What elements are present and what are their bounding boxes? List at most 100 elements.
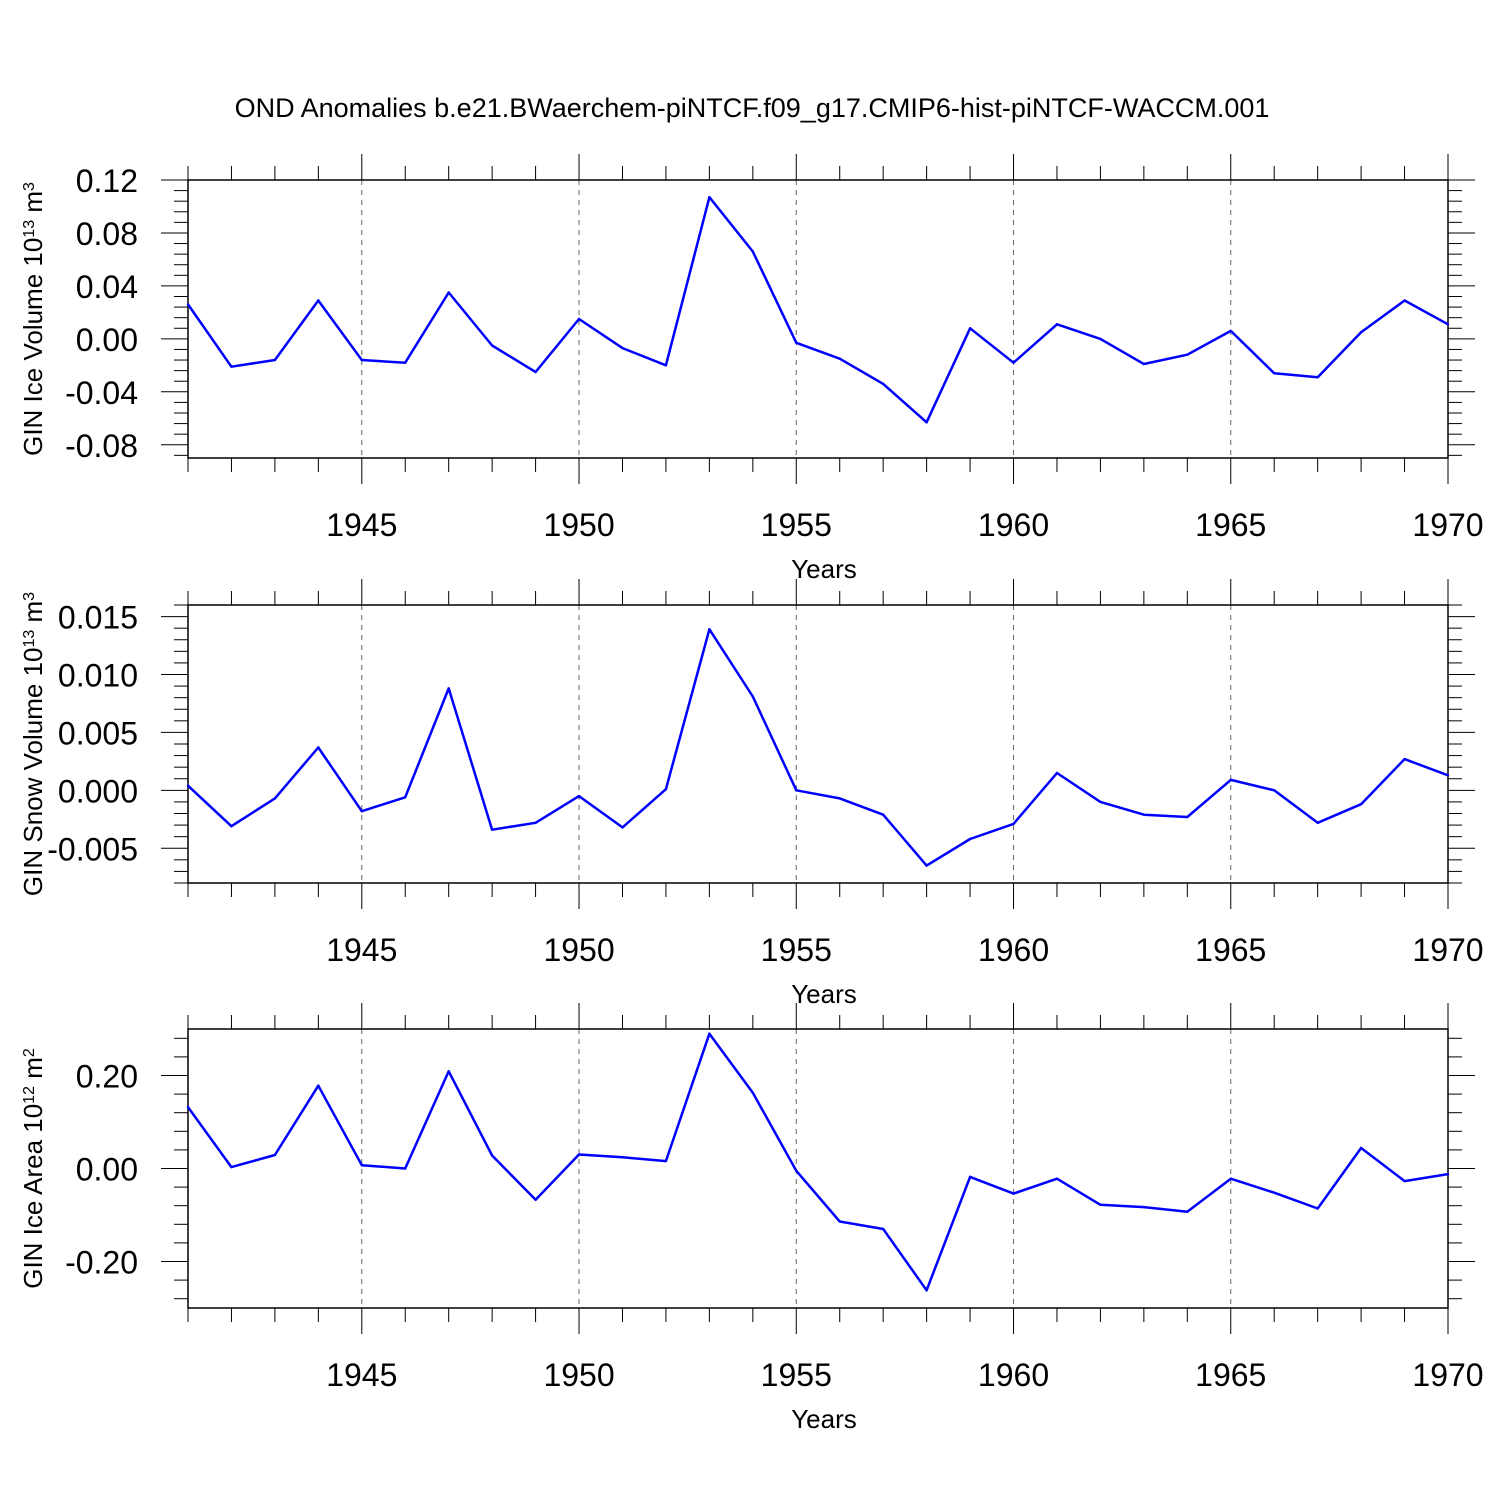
data-point <box>881 813 885 816</box>
data-point <box>273 797 277 800</box>
data-point <box>490 828 494 831</box>
panel-3: 0.20 0.00 -0.20 1945 1950 1955 1960 1965 1970 Yea… <box>18 1003 1484 1434</box>
data-point <box>664 787 668 791</box>
x-axis-label: Years <box>791 1404 857 1434</box>
data-point <box>360 1164 363 1167</box>
data-point <box>1055 323 1059 326</box>
data-point <box>1229 329 1232 333</box>
x-tick-label: 1960 <box>978 507 1049 543</box>
data-point <box>273 358 277 362</box>
data-point <box>1012 1192 1015 1195</box>
data-point <box>186 303 190 306</box>
data-point <box>1099 1203 1102 1206</box>
data-point <box>1012 361 1015 364</box>
data-point <box>708 1032 711 1035</box>
x-tick-label: 1950 <box>543 1357 614 1393</box>
y-tick-label: 0.04 <box>76 269 138 305</box>
data-point <box>490 1154 494 1157</box>
data-point <box>881 1227 885 1231</box>
data-point <box>1446 1172 1450 1176</box>
x-tick-label: 1965 <box>1195 507 1266 543</box>
x-tick-label: 1945 <box>326 932 397 968</box>
data-point <box>447 1070 450 1073</box>
data-point <box>1403 299 1406 302</box>
data-point <box>230 825 233 828</box>
data-point <box>621 346 624 350</box>
data-point <box>1359 331 1363 334</box>
data-point <box>1099 800 1102 804</box>
data-point <box>1186 353 1189 356</box>
x-tick-label: 1950 <box>543 507 614 543</box>
data-point <box>621 826 624 829</box>
data-point <box>1055 771 1059 775</box>
data-point <box>1229 1177 1232 1180</box>
data-point <box>795 1169 798 1173</box>
panels: 0.12 0.08 0.04 0.00 -0.04 -0.08 1945 1950 1955 19… <box>18 154 1484 1434</box>
data-point <box>1446 774 1450 777</box>
data-point <box>1446 323 1450 326</box>
data-point <box>534 821 537 824</box>
panel-2: 0.015 0.010 0.005 0.000 -0.005 1945 1950 1955 19… <box>18 579 1484 1009</box>
data-point <box>925 421 928 424</box>
y-tick-label: 0.005 <box>58 715 138 751</box>
data-point <box>317 299 320 302</box>
data-point <box>1359 803 1363 806</box>
data-point <box>881 382 885 386</box>
y-tick-label: 0.12 <box>76 163 138 199</box>
series-line <box>186 1032 1449 1292</box>
y-tick-label: 0.010 <box>58 658 138 694</box>
plot-frame <box>187 179 1449 459</box>
data-point <box>1403 1179 1406 1183</box>
data-point <box>404 361 407 364</box>
data-point <box>577 1153 581 1156</box>
x-tick-label: 1945 <box>326 1357 397 1393</box>
x-tick-label: 1970 <box>1412 507 1483 543</box>
data-point <box>1055 1177 1059 1180</box>
data-point <box>751 695 755 698</box>
data-point <box>186 1105 190 1109</box>
data-point <box>230 365 233 368</box>
data-point <box>534 1198 537 1201</box>
x-tick-label: 1970 <box>1412 932 1483 968</box>
data-point <box>186 784 190 787</box>
data-point <box>968 327 972 330</box>
x-axis-label: Years <box>791 554 857 584</box>
data-point <box>751 1091 755 1094</box>
data-point <box>838 357 841 360</box>
data-point <box>1012 822 1015 826</box>
series-line <box>187 628 1449 867</box>
data-point <box>1359 1146 1363 1150</box>
data-point <box>1273 789 1276 792</box>
data-point <box>795 341 798 345</box>
x-tick-label: 1960 <box>978 1357 1049 1393</box>
y-tick-label: -0.04 <box>65 375 138 411</box>
data-point <box>1316 376 1319 379</box>
y-tick-label: -0.08 <box>65 428 138 464</box>
x-tick-label: 1950 <box>543 932 614 968</box>
data-point <box>1316 821 1319 824</box>
data-point <box>968 837 972 841</box>
data-point <box>360 358 363 362</box>
data-point <box>230 1165 233 1169</box>
y-tick-label: 0.000 <box>58 773 138 809</box>
y-tick-label: 0.015 <box>58 600 138 636</box>
data-point <box>534 370 537 374</box>
series-line <box>186 195 1449 424</box>
x-tick-label: 1970 <box>1412 1357 1483 1393</box>
data-point <box>838 1220 841 1223</box>
data-point <box>404 1167 407 1170</box>
data-point <box>1142 1205 1146 1209</box>
data-point <box>795 789 798 792</box>
panel-1: 0.12 0.08 0.04 0.00 -0.04 -0.08 1945 1950 1955 19… <box>18 154 1484 584</box>
data-point <box>360 809 363 813</box>
data-point <box>1186 1210 1189 1213</box>
data-point <box>1142 813 1146 816</box>
data-point <box>404 796 407 799</box>
data-point <box>317 1084 320 1087</box>
y-tick-label: 0.00 <box>76 322 138 358</box>
x-tick-label: 1965 <box>1195 932 1266 968</box>
data-point <box>1099 337 1102 341</box>
data-point <box>664 1159 668 1163</box>
y-axis-label: GIN Ice Area 1012 m2 <box>18 1048 48 1289</box>
